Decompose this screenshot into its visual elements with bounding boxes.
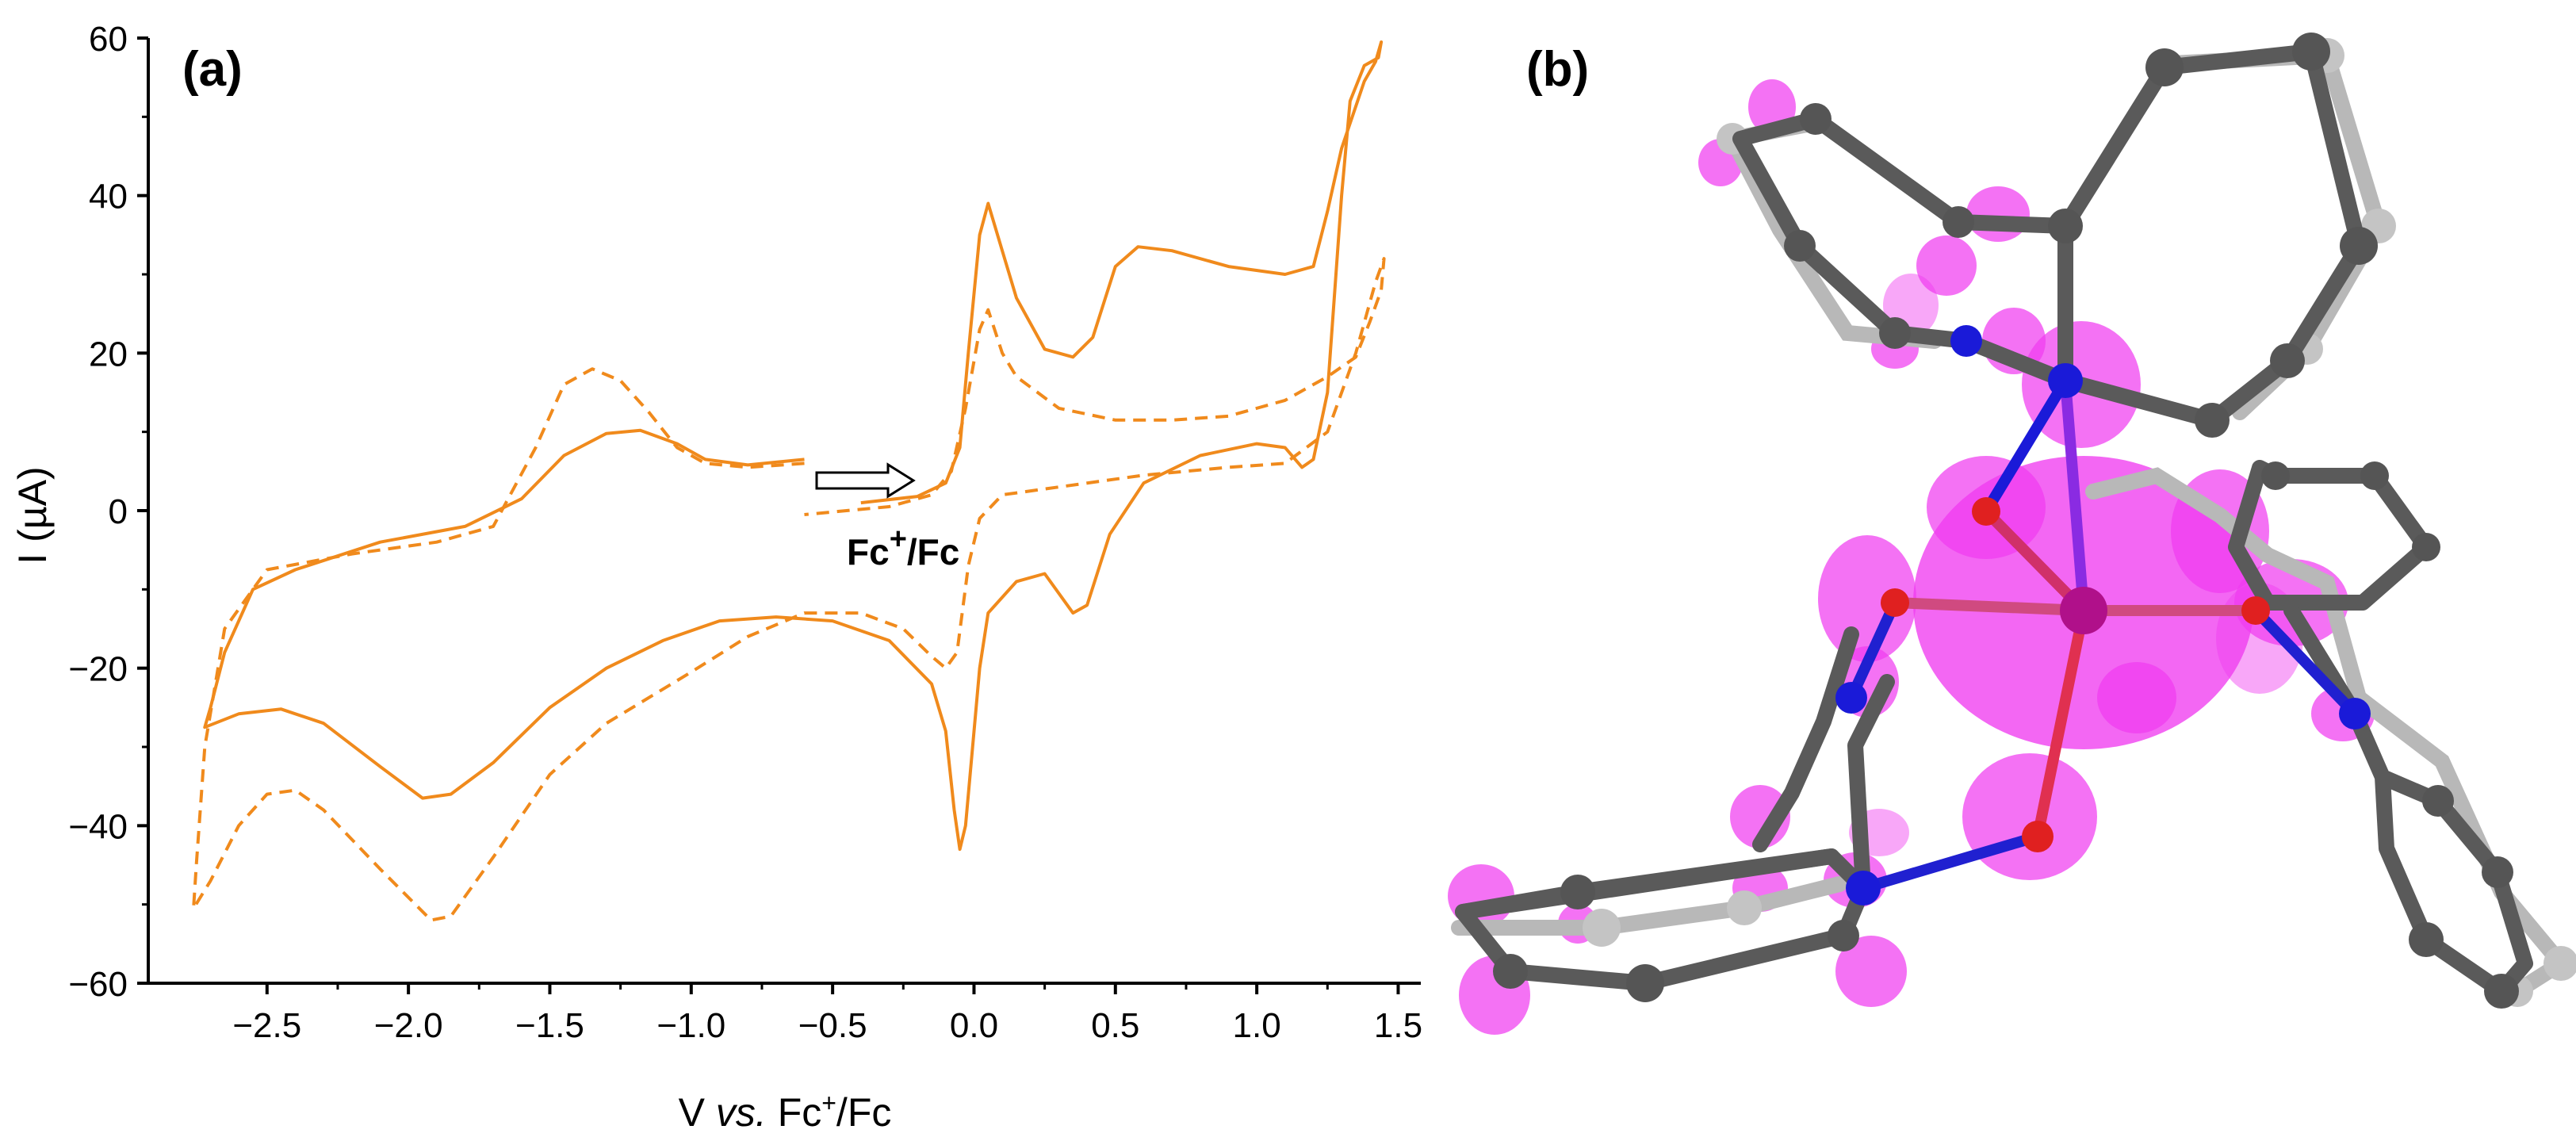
- x-tick-label: −1.0: [656, 1006, 725, 1045]
- y-tick-label: −20: [68, 650, 128, 689]
- x-tick-label: −0.5: [798, 1006, 867, 1045]
- panel-b-label: (b): [1526, 42, 1589, 97]
- y-tick-label: −60: [68, 965, 128, 1004]
- x-tick-label: −1.5: [515, 1006, 584, 1045]
- fc-reference-label: Fc+/Fc: [847, 523, 959, 572]
- series-solid-line: [203, 40, 1384, 852]
- x-ticks: −2.5 −2.0 −1.5 −1.0 −0.5 0.0 0.5 1.0 1.5: [232, 983, 1422, 1045]
- x-tick-label: 0.0: [950, 1006, 998, 1045]
- x-tick-label: 1.0: [1233, 1006, 1281, 1045]
- panel-a-label: (a): [182, 42, 243, 97]
- y-tick-label: 40: [89, 178, 128, 216]
- sweep-direction-arrow: [815, 462, 916, 499]
- cv-chart: (a) 60 40 20 0 −20 −40 −60 −2.5 −2.0 −1.5 −1.0 −0.…: [10, 20, 1422, 1135]
- y-tick-label: −40: [68, 807, 128, 846]
- series-layer: [192, 40, 1386, 922]
- y-axis-title: I (µA): [10, 466, 55, 564]
- y-tick-label: 60: [89, 20, 128, 59]
- x-tick-label: −2.0: [374, 1006, 443, 1045]
- y-tick-label: 20: [89, 335, 128, 373]
- x-axis-title: V vs. Fc+/Fc: [679, 1089, 892, 1135]
- molecular-structure-panel: (b): [1448, 33, 2576, 1035]
- molecule-atoms: [1493, 33, 2519, 1009]
- y-tick-label: 0: [109, 492, 128, 531]
- y-ticks: 60 40 20 0 −20 −40 −60: [68, 20, 148, 1004]
- x-tick-label: 0.5: [1091, 1006, 1139, 1045]
- metal-ligand-bonds: [1846, 375, 2360, 894]
- x-tick-label: −2.5: [232, 1006, 301, 1045]
- x-tick-label: 1.5: [1374, 1006, 1422, 1045]
- series-dashed-line: [192, 257, 1386, 922]
